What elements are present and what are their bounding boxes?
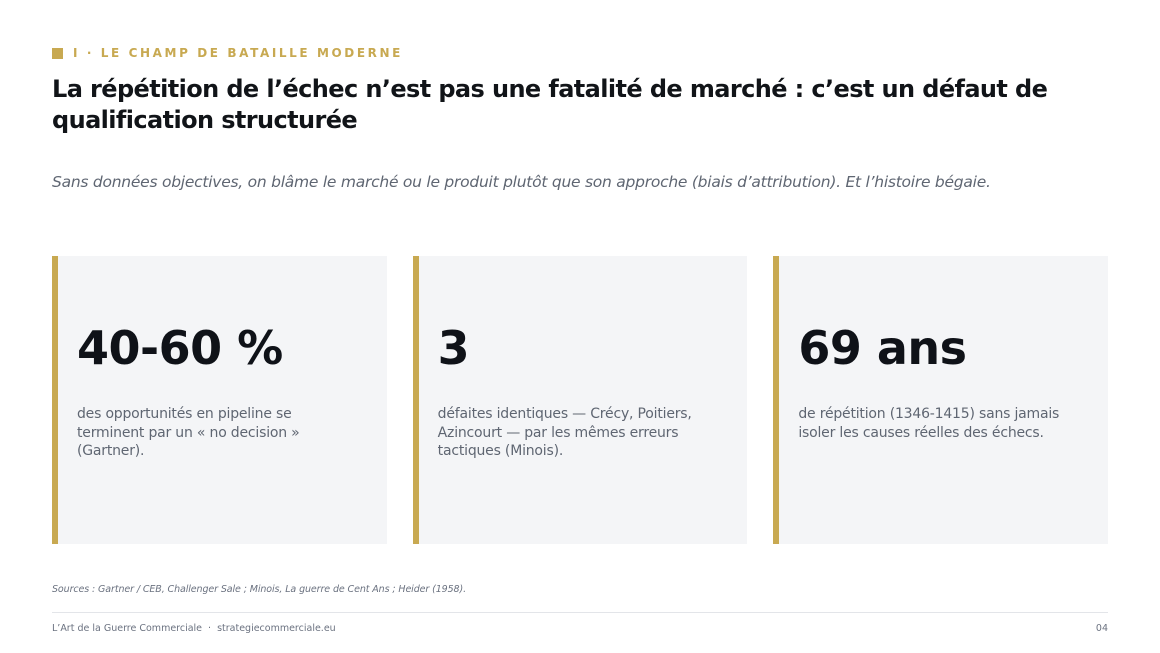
stat-description: de répétition (1346-1415) sans jamais is… [798, 406, 1060, 441]
section-square-icon [52, 47, 63, 59]
page-title: La répétition de l’échec n’est pas une f… [52, 75, 1048, 134]
stat-card-years: 69 ans de répétition (1346-1415) sans ja… [773, 256, 1109, 544]
stat-value: 3 [437, 321, 470, 375]
stat-description: des opportunités en pipeline se terminen… [77, 406, 300, 459]
section-label: I · LE CHAMP DE BATAILLE MODERNE [52, 46, 403, 60]
stat-cards: 40-60 % des opportunités en pipeline se … [52, 256, 1109, 544]
page-subtitle: Sans données objectives, on blâme le mar… [52, 173, 991, 191]
footer-divider [52, 612, 1108, 613]
stat-value: 69 ans [798, 321, 967, 375]
stat-card-defeats: 3 défaites identiques — Crécy, Poitiers,… [412, 256, 748, 544]
footer-brand-name: L’Art de la Guerre Commerciale [52, 623, 203, 634]
stat-value: 40-60 % [77, 321, 283, 375]
footer-separator: · [208, 623, 212, 634]
sources-note: Sources : Gartner / CEB, Challenger Sale… [52, 584, 467, 595]
stat-card-pipeline: 40-60 % des opportunités en pipeline se … [52, 256, 387, 544]
section-label-text: I · LE CHAMP DE BATAILLE MODERNE [73, 46, 403, 60]
footer-site: strategiecommerciale.eu [217, 623, 336, 634]
page-number: 04 [1095, 623, 1108, 634]
stat-description: défaites identiques — Crécy, Poitiers, A… [437, 406, 692, 459]
footer-brand: L’Art de la Guerre Commerciale · strateg… [52, 623, 336, 634]
